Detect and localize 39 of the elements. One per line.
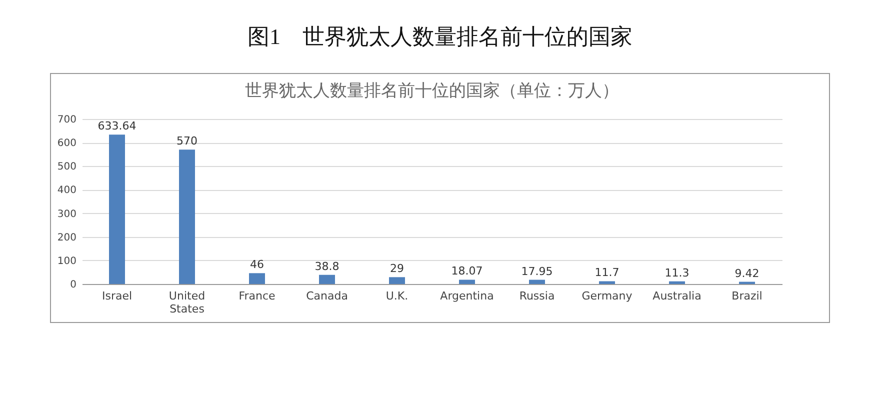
data-label: 570 bbox=[176, 134, 198, 148]
y-tick-label: 200 bbox=[57, 232, 76, 244]
bar bbox=[109, 134, 125, 284]
chart-subtitle: 世界犹太人数量排名前十位的国家（单位：万人） bbox=[245, 81, 619, 100]
x-tick-label: Russia bbox=[519, 290, 555, 302]
chart-title: 图1 世界犹太人数量排名前十位的国家 bbox=[246, 23, 634, 51]
x-tick-label: Argentina bbox=[440, 290, 494, 302]
data-label: 633.64 bbox=[98, 120, 136, 133]
bar bbox=[389, 277, 405, 284]
data-label: 17.95 bbox=[521, 264, 553, 278]
bar bbox=[179, 150, 195, 284]
x-tick-label: Israel bbox=[102, 290, 132, 302]
x-tick-label: Germany bbox=[582, 290, 633, 302]
data-label: 9.42 bbox=[734, 266, 760, 280]
x-tick-label: Brazil bbox=[732, 290, 762, 302]
y-tick-label: 700 bbox=[57, 114, 76, 126]
data-label: 11.7 bbox=[594, 266, 620, 280]
bar bbox=[319, 274, 335, 284]
y-tick-label: 500 bbox=[57, 162, 76, 173]
bar bbox=[249, 273, 265, 284]
bar bbox=[669, 281, 685, 284]
y-tick-label: 100 bbox=[57, 256, 76, 267]
x-tick-label: Australia bbox=[652, 290, 702, 302]
data-label: 29 bbox=[390, 262, 404, 276]
x-tick-label: U.K. bbox=[386, 290, 408, 302]
y-tick-label: 400 bbox=[57, 185, 76, 196]
data-label: 18.07 bbox=[451, 264, 483, 278]
x-tick-label: France bbox=[238, 290, 276, 302]
x-tick-label: Canada bbox=[306, 290, 348, 302]
y-tick-label: 0 bbox=[70, 280, 76, 290]
data-label: 38.8 bbox=[314, 260, 340, 273]
bar bbox=[599, 281, 615, 284]
x-tick-label: United States bbox=[168, 290, 206, 316]
y-tick-label: 300 bbox=[57, 208, 76, 220]
data-label: 11.3 bbox=[664, 266, 690, 280]
data-label: 46 bbox=[250, 258, 264, 272]
y-tick-label: 600 bbox=[57, 138, 76, 150]
bar bbox=[529, 280, 545, 284]
bar bbox=[459, 280, 475, 284]
